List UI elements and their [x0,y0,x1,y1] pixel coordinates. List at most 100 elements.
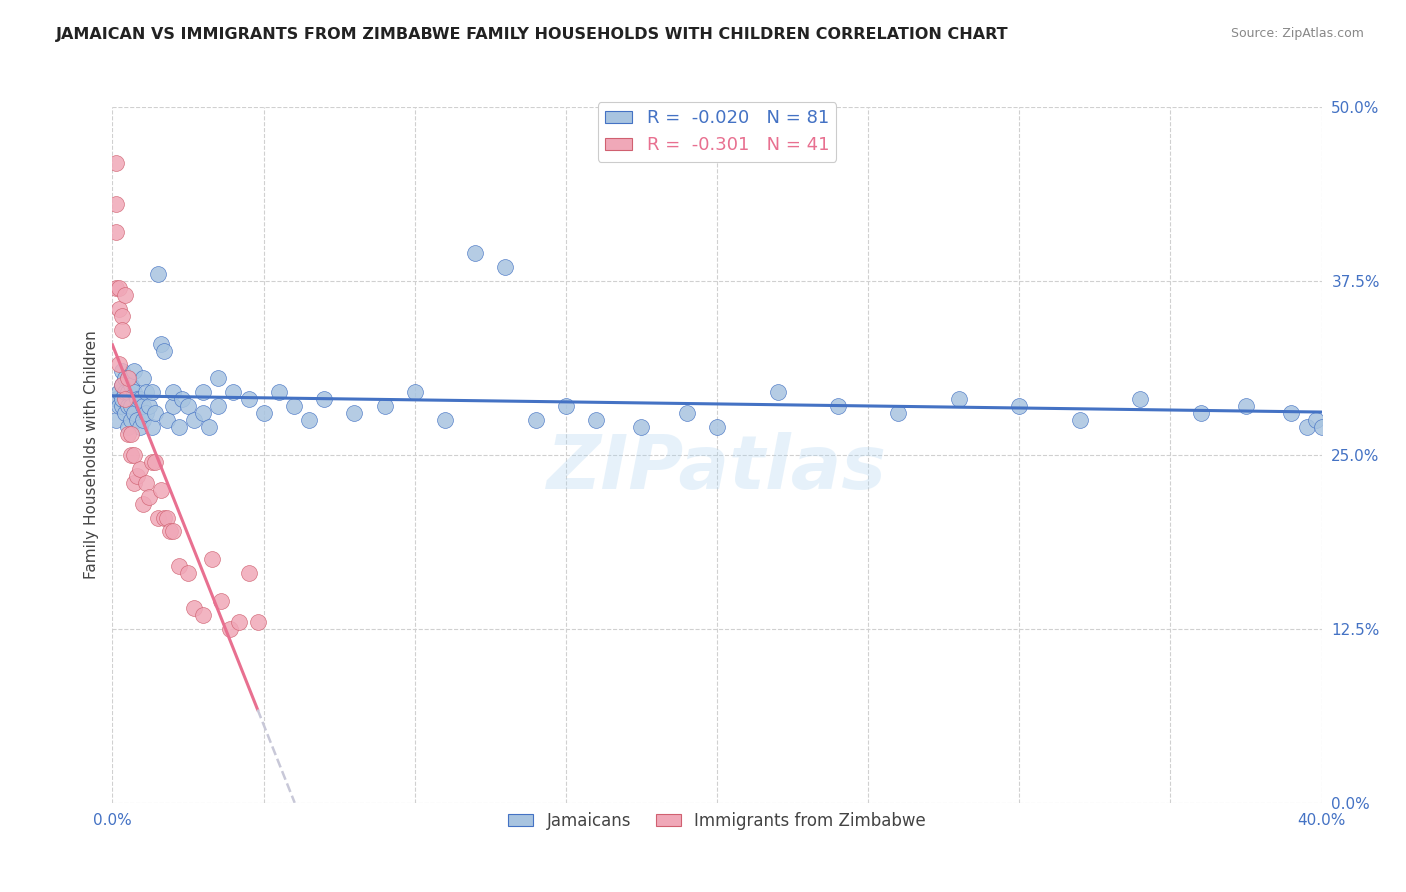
Point [253,406,276,420]
Text: ZIPatlas: ZIPatlas [547,433,887,506]
Point [104,413,127,427]
Point [1129,392,1152,407]
Point [1295,420,1317,434]
Point [149,483,172,497]
Point [207,399,229,413]
Point [110,378,132,392]
Point [120,399,142,413]
Point [110,364,132,378]
Point [141,420,163,434]
Point [114,371,136,385]
Point [132,497,155,511]
Point [706,420,728,434]
Point [138,399,160,413]
Point [222,385,245,400]
Point [1069,413,1091,427]
Point [125,413,148,427]
Point [630,420,652,434]
Point [827,399,849,413]
Point [146,267,169,281]
Point [1008,399,1031,413]
Point [585,413,607,427]
Point [122,385,145,400]
Point [374,399,396,413]
Point [120,378,142,392]
Point [554,399,576,413]
Point [107,385,129,400]
Point [766,385,789,400]
Point [238,392,260,407]
Point [143,455,166,469]
Point [117,427,139,442]
Point [120,427,142,442]
Point [153,510,176,524]
Point [132,399,155,413]
Point [138,490,160,504]
Point [191,607,214,622]
Point [122,448,145,462]
Point [125,468,148,483]
Point [149,336,172,351]
Point [110,323,132,337]
Point [117,371,139,385]
Point [948,392,970,407]
Point [135,385,157,400]
Point [110,378,132,392]
Point [128,462,150,476]
Point [183,601,205,615]
Point [191,385,214,400]
Point [464,246,486,260]
Point [298,413,321,427]
Point [162,399,184,413]
Point [207,371,229,385]
Point [143,406,166,420]
Point [246,615,269,629]
Point [404,385,426,400]
Point [1305,413,1327,427]
Point [177,399,200,413]
Point [114,385,136,400]
Point [135,475,157,490]
Text: JAMAICAN VS IMMIGRANTS FROM ZIMBABWE FAMILY HOUSEHOLDS WITH CHILDREN CORRELATION: JAMAICAN VS IMMIGRANTS FROM ZIMBABWE FAM… [56,27,1010,42]
Point [117,399,139,413]
Point [183,413,205,427]
Point [177,566,200,581]
Point [167,559,190,574]
Point [122,475,145,490]
Point [156,413,179,427]
Point [1310,420,1333,434]
Point [141,455,163,469]
Point [117,371,139,385]
Point [1234,399,1257,413]
Legend: Jamaicans, Immigrants from Zimbabwe: Jamaicans, Immigrants from Zimbabwe [502,805,932,836]
Point [167,420,190,434]
Point [153,343,176,358]
Point [107,281,129,295]
Point [132,413,155,427]
Point [110,392,132,407]
Point [117,420,139,434]
Point [433,413,456,427]
Point [128,392,150,407]
Point [117,385,139,400]
Point [114,288,136,302]
Point [104,197,127,211]
Point [1189,406,1212,420]
Y-axis label: Family Households with Children: Family Households with Children [83,331,98,579]
Point [524,413,547,427]
Text: Source: ZipAtlas.com: Source: ZipAtlas.com [1230,27,1364,40]
Point [1279,406,1302,420]
Point [146,510,169,524]
Point [219,622,242,636]
Point [228,615,250,629]
Point [104,155,127,169]
Point [132,371,155,385]
Point [104,281,127,295]
Point [201,552,224,566]
Point [104,392,127,407]
Point [120,448,142,462]
Point [110,309,132,323]
Point [122,406,145,420]
Point [267,385,290,400]
Point [114,392,136,407]
